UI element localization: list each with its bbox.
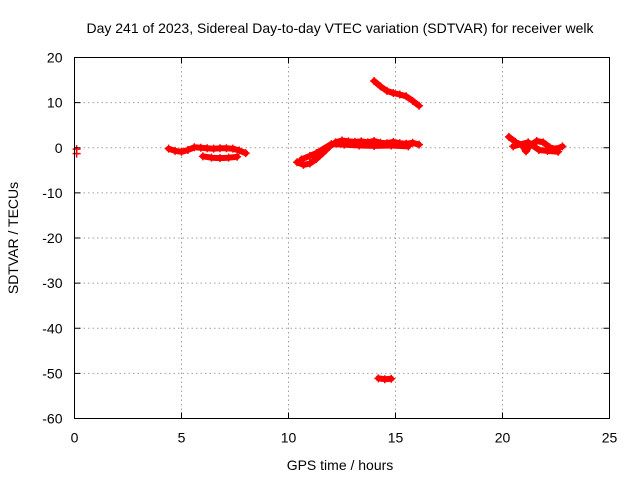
- data-point: [338, 136, 346, 145]
- data-point: [408, 138, 417, 147]
- data-point: [312, 149, 321, 158]
- data-point: [164, 144, 173, 153]
- data-point: [517, 141, 526, 150]
- data-point: [305, 151, 314, 160]
- data-point: [415, 101, 424, 110]
- data-point: [404, 142, 413, 151]
- data-point: [387, 141, 396, 150]
- data-point: [216, 154, 225, 163]
- data-point: [305, 159, 314, 168]
- x-tick-label: 15: [388, 430, 404, 446]
- data-point: [543, 146, 552, 155]
- data-point: [382, 139, 391, 148]
- data-point: [355, 141, 364, 150]
- y-tick-label: 10: [47, 95, 63, 111]
- data-point: [224, 153, 233, 162]
- x-tick-label: 5: [178, 430, 186, 446]
- data-point: [402, 92, 411, 101]
- y-tick-label: -20: [42, 230, 62, 246]
- x-tick-label: 10: [281, 430, 297, 446]
- data-point: [177, 147, 186, 156]
- data-point: [207, 153, 216, 162]
- data-point: [382, 86, 391, 95]
- y-tick-label: -50: [42, 365, 62, 381]
- data-point: [299, 160, 308, 169]
- data-point: [376, 82, 385, 91]
- data-point: [511, 137, 520, 146]
- data-point: [389, 89, 398, 98]
- data-point: [534, 146, 543, 155]
- x-tick-label: 20: [495, 430, 511, 446]
- y-axis-label: SDTVAR / TECUs: [5, 182, 21, 294]
- data-point: [235, 146, 244, 155]
- x-tick-label: 0: [71, 430, 79, 446]
- data-point: [532, 136, 541, 145]
- data-point: [374, 374, 383, 383]
- axes: 0 5 10 15 20 25 -60 -50 -40 -30 -20 -10 0 10 20: [42, 50, 617, 446]
- data-point: [171, 146, 180, 155]
- data-point: [554, 147, 563, 156]
- data-point: [233, 152, 242, 161]
- data-point: [357, 137, 366, 146]
- y-tick-label: -30: [42, 275, 62, 291]
- data-point: [331, 138, 340, 147]
- data-point: [340, 140, 349, 149]
- data-point: [387, 374, 396, 383]
- data-point: [183, 146, 192, 155]
- data-point: [408, 96, 417, 105]
- y-tick-label: 0: [55, 140, 63, 156]
- data-layer: [72, 76, 567, 384]
- y-tick-label: -40: [42, 320, 62, 336]
- data-point: [415, 140, 424, 149]
- data-point: [241, 149, 250, 158]
- data-point: [522, 147, 531, 156]
- grid: [74, 57, 610, 419]
- data-point: [539, 138, 548, 147]
- y-tick-label: 20: [47, 50, 63, 66]
- data-point: [363, 138, 372, 147]
- x-tick-label: 25: [602, 430, 618, 446]
- data-point: [395, 90, 404, 99]
- data-point: [297, 155, 306, 164]
- data-point: [72, 149, 81, 158]
- data-point: [558, 142, 567, 151]
- data-point: [370, 76, 379, 85]
- data-point: [524, 138, 533, 147]
- data-point: [370, 141, 379, 150]
- x-axis-label: GPS time / hours: [287, 457, 394, 473]
- y-tick-label: -60: [42, 411, 62, 427]
- data-point: [293, 158, 302, 167]
- data-point: [509, 142, 518, 151]
- data-point: [504, 132, 513, 141]
- data-point: [228, 144, 237, 153]
- y-tick-label: -10: [42, 185, 62, 201]
- data-point: [198, 152, 207, 161]
- chart-title: Day 241 of 2023, Sidereal Day-to-day VTE…: [86, 20, 594, 36]
- data-point: [327, 140, 336, 149]
